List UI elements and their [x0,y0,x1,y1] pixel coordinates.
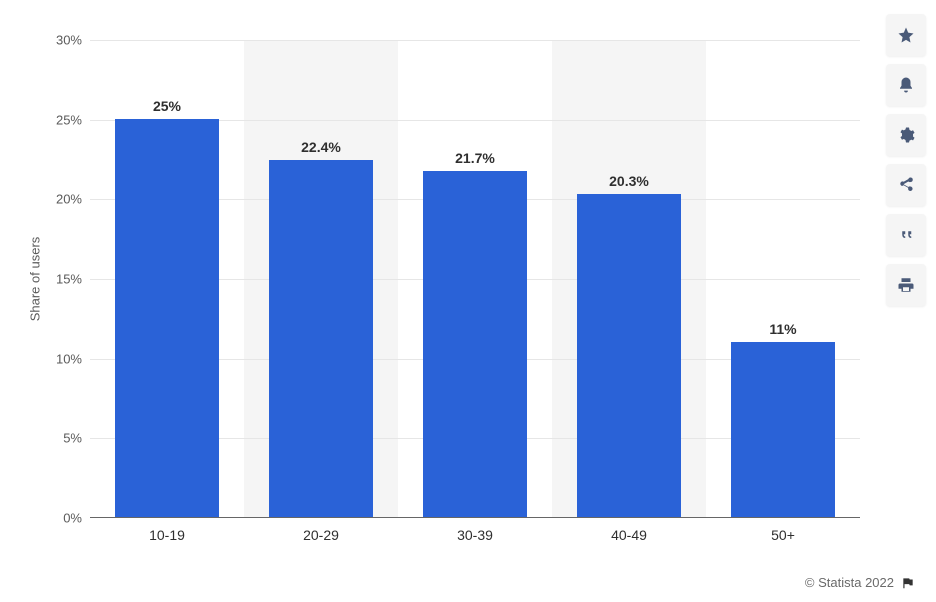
bell-button[interactable] [886,64,926,106]
y-tick-label: 30% [56,33,82,48]
attribution-text: © Statista 2022 [805,575,894,590]
bar[interactable] [731,342,834,517]
quote-icon [897,226,915,244]
gridline [90,40,860,41]
bar-value-label: 21.7% [455,150,495,166]
star-button[interactable] [886,14,926,56]
gear-icon [897,126,915,144]
bar-value-label: 20.3% [609,173,649,189]
flag-icon[interactable] [900,576,916,590]
y-tick-label: 0% [63,511,82,526]
y-tick-label: 15% [56,272,82,287]
y-tick-label: 5% [63,431,82,446]
share-button[interactable] [886,164,926,206]
x-tick-label: 40-49 [611,527,647,543]
bell-icon [897,76,915,94]
bar[interactable] [269,160,372,517]
attribution: © Statista 2022 [805,575,916,590]
bar[interactable] [577,194,680,517]
toolbar [886,14,926,306]
x-tick-label: 50+ [771,527,795,543]
x-tick-label: 10-19 [149,527,185,543]
bar[interactable] [423,171,526,517]
y-tick-label: 20% [56,192,82,207]
bar-value-label: 25% [153,98,181,114]
bar[interactable] [115,119,218,517]
x-tick-label: 30-39 [457,527,493,543]
quote-button[interactable] [886,214,926,256]
chart-container: Share of users 0%5%10%15%20%25%30%25%10-… [35,40,860,518]
star-icon [897,26,915,44]
plot-area: 0%5%10%15%20%25%30%25%10-1922.4%20-2921.… [90,40,860,518]
x-tick-label: 20-29 [303,527,339,543]
gear-button[interactable] [886,114,926,156]
print-button[interactable] [886,264,926,306]
bar-value-label: 11% [769,321,796,337]
y-tick-label: 25% [56,112,82,127]
print-icon [897,276,915,294]
bar-value-label: 22.4% [301,139,341,155]
y-axis-label: Share of users [28,237,43,322]
share-icon [897,176,915,194]
y-tick-label: 10% [56,351,82,366]
